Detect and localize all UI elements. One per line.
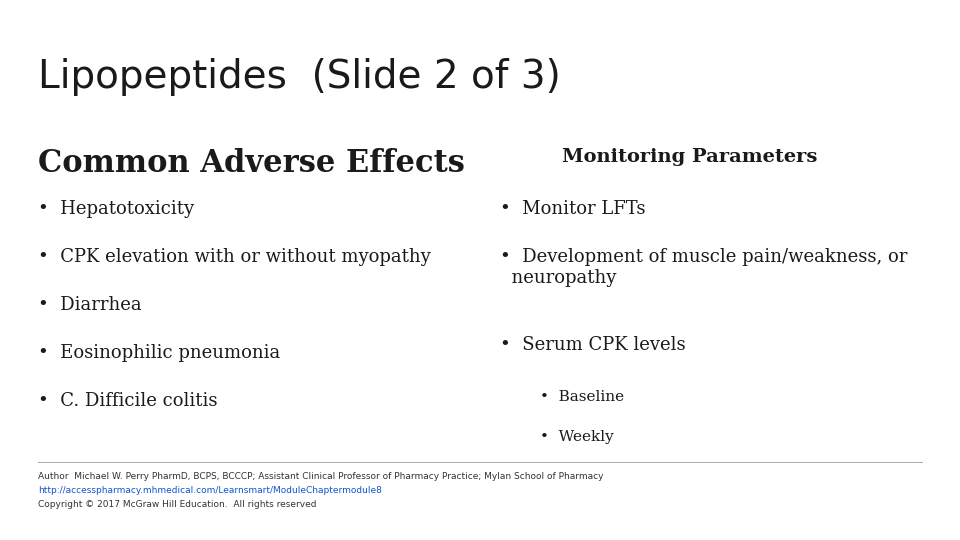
Text: •  CPK elevation with or without myopathy: • CPK elevation with or without myopathy	[38, 248, 431, 266]
Text: Common Adverse Effects: Common Adverse Effects	[38, 148, 465, 179]
Text: •  Development of muscle pain/weakness, or
  neuropathy: • Development of muscle pain/weakness, o…	[500, 248, 907, 287]
Text: Author  Michael W. Perry PharmD, BCPS, BCCCP; Assistant Clinical Professor of Ph: Author Michael W. Perry PharmD, BCPS, BC…	[38, 472, 604, 481]
Text: •  Eosinophilic pneumonia: • Eosinophilic pneumonia	[38, 344, 280, 362]
Text: •  Monitor LFTs: • Monitor LFTs	[500, 200, 645, 218]
Text: •  Weekly: • Weekly	[540, 430, 613, 444]
Text: •  Serum CPK levels: • Serum CPK levels	[500, 336, 685, 354]
Text: •  Hepatotoxicity: • Hepatotoxicity	[38, 200, 194, 218]
Text: http://accesspharmacy.mhmedical.com/Learnsmart/ModuleChaptermodule8: http://accesspharmacy.mhmedical.com/Lear…	[38, 486, 382, 495]
Text: •  C. Difficile colitis: • C. Difficile colitis	[38, 392, 218, 410]
Text: Copyright © 2017 McGraw Hill Education.  All rights reserved: Copyright © 2017 McGraw Hill Education. …	[38, 500, 317, 509]
Text: Monitoring Parameters: Monitoring Parameters	[563, 148, 818, 166]
Text: Lipopeptides  (Slide 2 of 3): Lipopeptides (Slide 2 of 3)	[38, 58, 561, 96]
Text: •  Diarrhea: • Diarrhea	[38, 296, 142, 314]
Text: •  Baseline: • Baseline	[540, 390, 624, 404]
